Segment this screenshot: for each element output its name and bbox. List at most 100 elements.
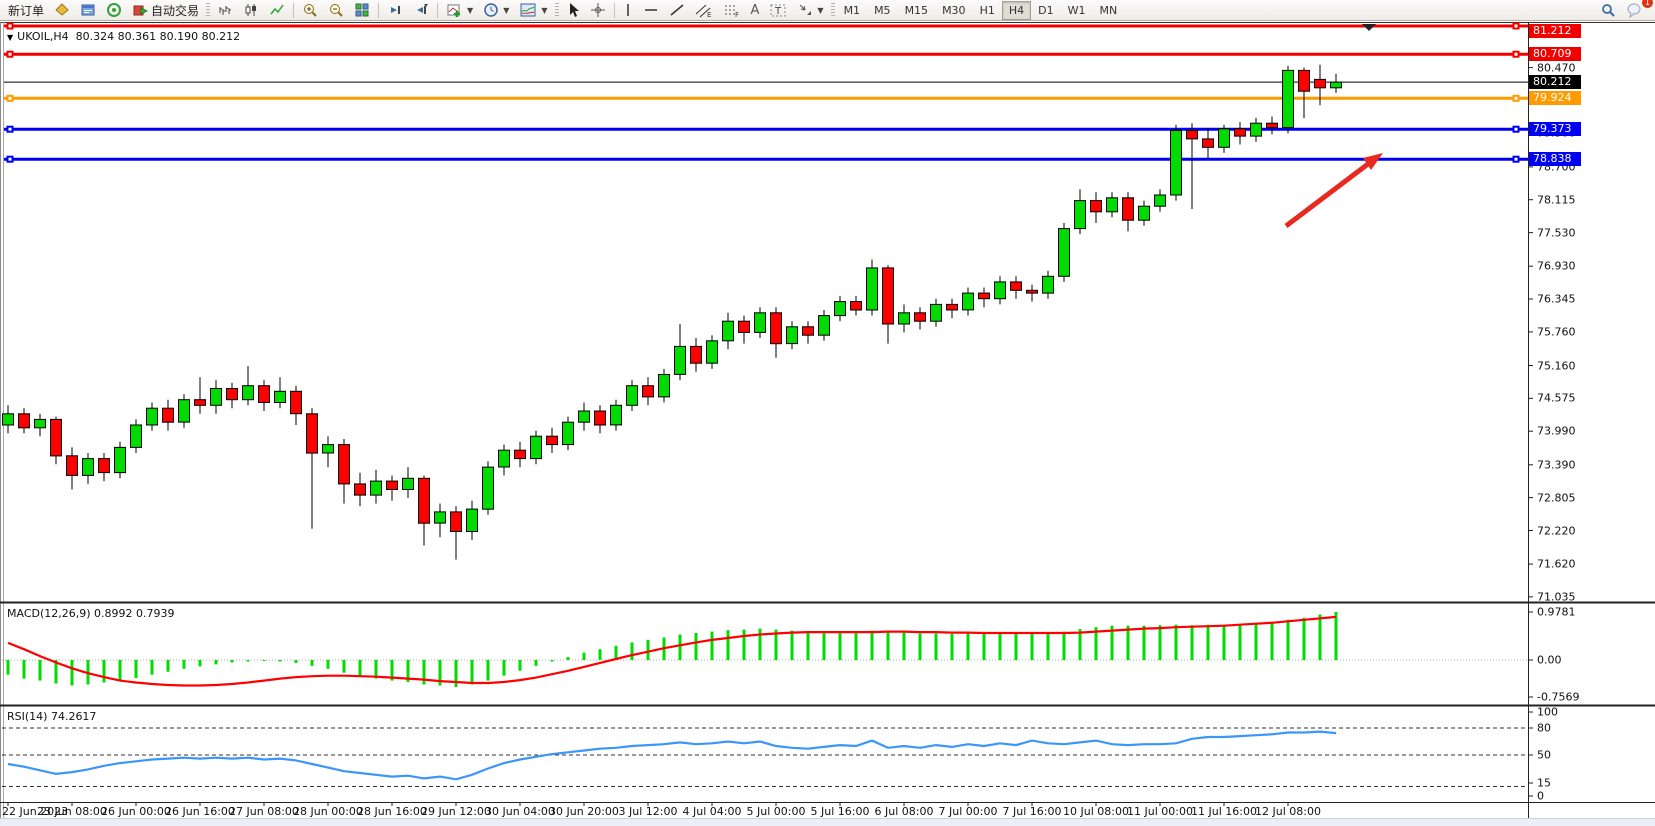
- toolbar-separator: [293, 2, 295, 18]
- periods-clock-icon: [483, 2, 499, 18]
- vertical-line-button[interactable]: [618, 0, 638, 20]
- hline-price-tag: 79.373: [1529, 122, 1581, 136]
- periods-button[interactable]: ▼: [478, 0, 514, 20]
- chart-title: ▼ UKOIL,H4 80.324 80.361 80.190 80.212: [7, 30, 240, 43]
- timeframe-m30[interactable]: M30: [942, 3, 966, 17]
- time-axis-label: 11 Jul 00:00: [1127, 805, 1193, 818]
- timeframe-h4[interactable]: H4: [1001, 0, 1032, 20]
- zoom-in-button[interactable]: [297, 0, 323, 20]
- auto-scroll-icon: [387, 2, 403, 18]
- terminal-button[interactable]: [49, 0, 75, 20]
- zoom-out-icon: [328, 2, 344, 18]
- line-chart-icon: [269, 2, 285, 18]
- profile-button[interactable]: [75, 0, 101, 20]
- price-axis-tick: 80.470: [1537, 61, 1576, 75]
- time-axis-label: 26 Jun 16:00: [165, 805, 235, 818]
- macd-histogram: [6, 612, 1338, 687]
- macd-label: MACD(12,26,9) 0.8992 0.7939: [7, 607, 175, 620]
- chart-ohlc: 80.324 80.361 80.190 80.212: [75, 30, 241, 43]
- timeframe-mn[interactable]: MN: [1099, 3, 1118, 17]
- time-axis-label: 30 Jun 20:00: [549, 805, 619, 818]
- candlestick-chart-button[interactable]: [238, 0, 264, 20]
- community-icon: [106, 2, 122, 18]
- rsi-axis-tick: 80: [1537, 721, 1551, 735]
- current-price-tag: 80.212: [1529, 75, 1581, 89]
- arrow-annotation[interactable]: [1284, 153, 1383, 228]
- hline-object-79.924[interactable]: [4, 94, 1528, 102]
- equidistant-channel-icon: E: [695, 2, 713, 18]
- dropdown-arrow-icon: ▼: [467, 5, 474, 15]
- time-axis-label: 22 Jun 2023: [2, 805, 69, 818]
- hline-object-81.212[interactable]: [4, 22, 1528, 30]
- bar-chart-button[interactable]: [212, 0, 238, 20]
- time-axis-label: 3 Jul 12:00: [618, 805, 678, 818]
- dropdown-arrow-icon: ▼: [817, 5, 824, 15]
- timeframe-w1[interactable]: W1: [1067, 3, 1086, 17]
- text-label-button[interactable]: T: [764, 0, 792, 20]
- new-order-label: 新订单: [8, 3, 45, 18]
- equidistant-channel-button[interactable]: E: [690, 0, 718, 20]
- price-axis-tick: 74.575: [1537, 391, 1576, 405]
- price-axis-tick: 71.035: [1537, 590, 1576, 604]
- hline-object-78.838[interactable]: [4, 155, 1528, 163]
- search-icon: [1600, 2, 1616, 18]
- timeframe-m1[interactable]: M1: [843, 3, 861, 17]
- notification-badge: 1: [1642, 0, 1653, 8]
- timeframe-h1[interactable]: H1: [979, 3, 995, 17]
- price-axis-tick: 72.805: [1537, 491, 1576, 505]
- zoom-in-icon: [302, 2, 318, 18]
- hline-object-79.373[interactable]: [4, 125, 1528, 133]
- timeframe-m5[interactable]: M5: [874, 3, 891, 17]
- new-order-button[interactable]: 新订单: [3, 0, 49, 20]
- text-label-icon: T: [769, 2, 787, 18]
- vertical-line-icon: [623, 2, 633, 18]
- line-chart-button[interactable]: [264, 0, 290, 20]
- main-toolbar: 新订单 自动交易 ▼ ▼: [0, 0, 1655, 21]
- horizontal-line-button[interactable]: [638, 0, 664, 20]
- notifications-button[interactable]: 1: [1621, 0, 1653, 20]
- indicators-button[interactable]: ▼: [441, 0, 478, 20]
- rsi-line: [7, 730, 1337, 781]
- crosshair-button[interactable]: [585, 0, 611, 20]
- time-axis-label: 30 Jun 04:00: [485, 805, 555, 818]
- time-axis-label: 10 Jul 08:00: [1063, 805, 1129, 818]
- hline-price-tag: 78.838: [1529, 152, 1581, 166]
- price-axis-tick: 71.620: [1537, 557, 1576, 571]
- templates-button[interactable]: ▼: [514, 0, 552, 20]
- dropdown-arrow-icon: ▼: [541, 5, 548, 15]
- text-button[interactable]: A: [746, 0, 765, 20]
- candlestick-chart-icon: [243, 2, 259, 18]
- price-axis-tick: 75.760: [1537, 325, 1576, 339]
- search-button[interactable]: [1595, 0, 1621, 20]
- chart-symbol: UKOIL,H4: [17, 30, 69, 43]
- cursor-button[interactable]: [561, 0, 585, 20]
- toolbar-separator: [613, 2, 615, 18]
- time-axis-label: 27 Jun 08:00: [229, 805, 299, 818]
- rsi-axis-tick: 100: [1537, 705, 1558, 719]
- macd-axis-tick: -0.7569: [1537, 690, 1580, 704]
- timeframe-m15[interactable]: M15: [904, 3, 929, 17]
- arrows-button[interactable]: ▼: [792, 0, 828, 20]
- trendline-button[interactable]: [664, 0, 690, 20]
- horizontal-line-icon: [643, 2, 659, 18]
- time-axis-label: 5 Jul 00:00: [746, 805, 806, 818]
- community-button[interactable]: [101, 0, 127, 20]
- price-axis-tick: 76.345: [1537, 292, 1576, 306]
- timeframe-d1[interactable]: D1: [1038, 3, 1054, 17]
- text-icon: A: [750, 2, 760, 18]
- toolbar-separator: [378, 2, 380, 18]
- terminal-icon: [80, 2, 96, 18]
- time-axis-label: 28 Jun 00:00: [293, 805, 363, 818]
- zoom-out-button[interactable]: [323, 0, 349, 20]
- fibonacci-button[interactable]: F: [718, 0, 746, 20]
- autotrading-button[interactable]: 自动交易: [127, 0, 204, 20]
- hline-object-80.709[interactable]: [4, 50, 1528, 58]
- chart-shift-button[interactable]: [408, 0, 434, 20]
- macd-axis-tick: 0.00: [1537, 653, 1562, 667]
- candles: [2, 64, 1342, 560]
- svg-text:E: E: [707, 11, 711, 18]
- autotrading-label: 自动交易: [151, 3, 200, 18]
- tile-windows-button[interactable]: [349, 0, 375, 20]
- auto-scroll-button[interactable]: [382, 0, 408, 20]
